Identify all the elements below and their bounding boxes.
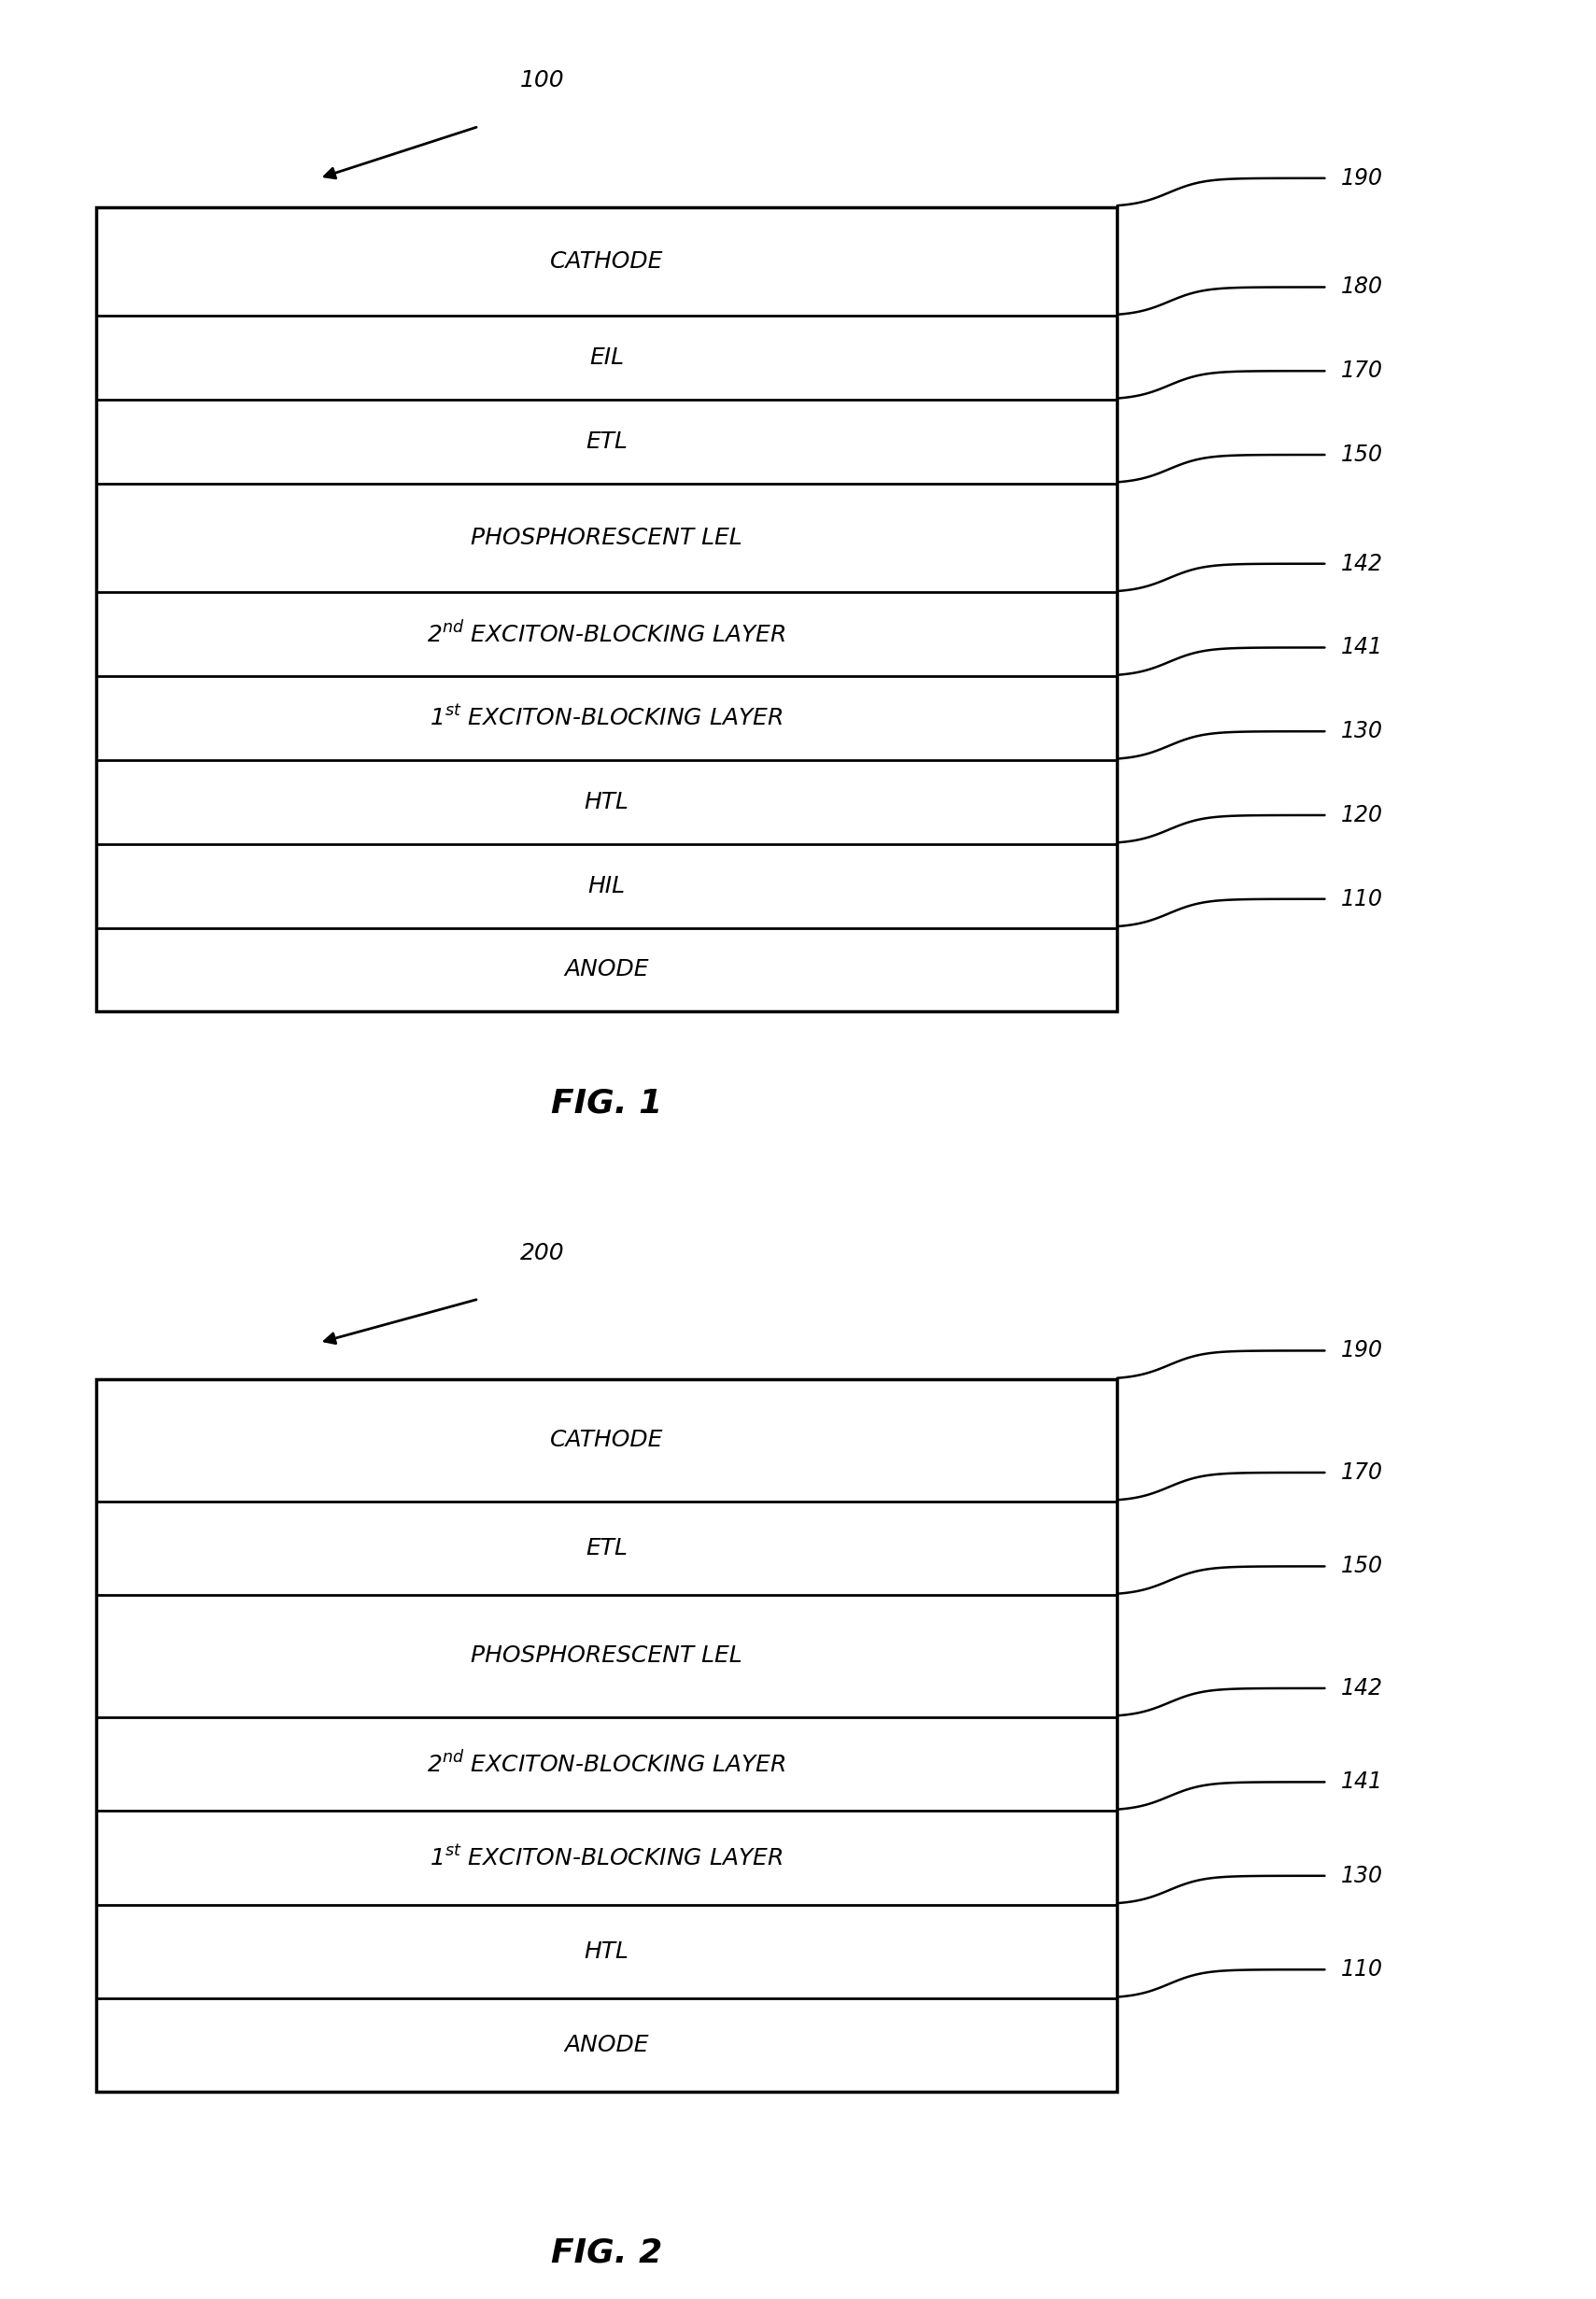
- Text: 190: 190: [1341, 168, 1382, 189]
- Bar: [96, 1379, 1117, 2092]
- Text: 110: 110: [1341, 1959, 1382, 1982]
- Text: 141: 141: [1341, 1770, 1382, 1793]
- Text: 180: 180: [1341, 276, 1382, 299]
- Text: 100: 100: [520, 69, 565, 92]
- Text: FIG. 2: FIG. 2: [551, 2237, 662, 2269]
- Text: 170: 170: [1341, 1462, 1382, 1483]
- Text: 190: 190: [1341, 1340, 1382, 1361]
- Text: 2$^{nd}$ EXCITON-BLOCKING LAYER: 2$^{nd}$ EXCITON-BLOCKING LAYER: [428, 621, 785, 648]
- Bar: [96, 207, 1117, 1012]
- Text: ANODE: ANODE: [565, 959, 648, 982]
- Text: 150: 150: [1341, 1554, 1382, 1577]
- Text: HTL: HTL: [584, 1940, 629, 1963]
- Text: 142: 142: [1341, 1676, 1382, 1699]
- Text: 1$^{st}$ EXCITON-BLOCKING LAYER: 1$^{st}$ EXCITON-BLOCKING LAYER: [429, 706, 784, 731]
- Text: 120: 120: [1341, 805, 1382, 825]
- Text: CATHODE: CATHODE: [549, 251, 664, 274]
- Text: 110: 110: [1341, 887, 1382, 910]
- Text: ETL: ETL: [586, 1538, 627, 1559]
- Text: 1$^{st}$ EXCITON-BLOCKING LAYER: 1$^{st}$ EXCITON-BLOCKING LAYER: [429, 1846, 784, 1869]
- Text: PHOSPHORESCENT LEL: PHOSPHORESCENT LEL: [471, 526, 742, 549]
- Text: 200: 200: [520, 1241, 565, 1264]
- Text: CATHODE: CATHODE: [549, 1430, 664, 1451]
- Text: PHOSPHORESCENT LEL: PHOSPHORESCENT LEL: [471, 1644, 742, 1667]
- Text: 170: 170: [1341, 359, 1382, 382]
- Text: 142: 142: [1341, 552, 1382, 575]
- Text: ANODE: ANODE: [565, 2035, 648, 2055]
- Text: 2$^{nd}$ EXCITON-BLOCKING LAYER: 2$^{nd}$ EXCITON-BLOCKING LAYER: [428, 1750, 785, 1777]
- Text: EIL: EIL: [589, 347, 624, 368]
- Text: 130: 130: [1341, 720, 1382, 743]
- Text: ETL: ETL: [586, 430, 627, 453]
- Text: 130: 130: [1341, 1864, 1382, 1887]
- Text: 150: 150: [1341, 444, 1382, 467]
- Text: HIL: HIL: [587, 874, 626, 897]
- Text: HTL: HTL: [584, 791, 629, 814]
- Text: FIG. 1: FIG. 1: [551, 1087, 662, 1120]
- Text: 141: 141: [1341, 637, 1382, 660]
